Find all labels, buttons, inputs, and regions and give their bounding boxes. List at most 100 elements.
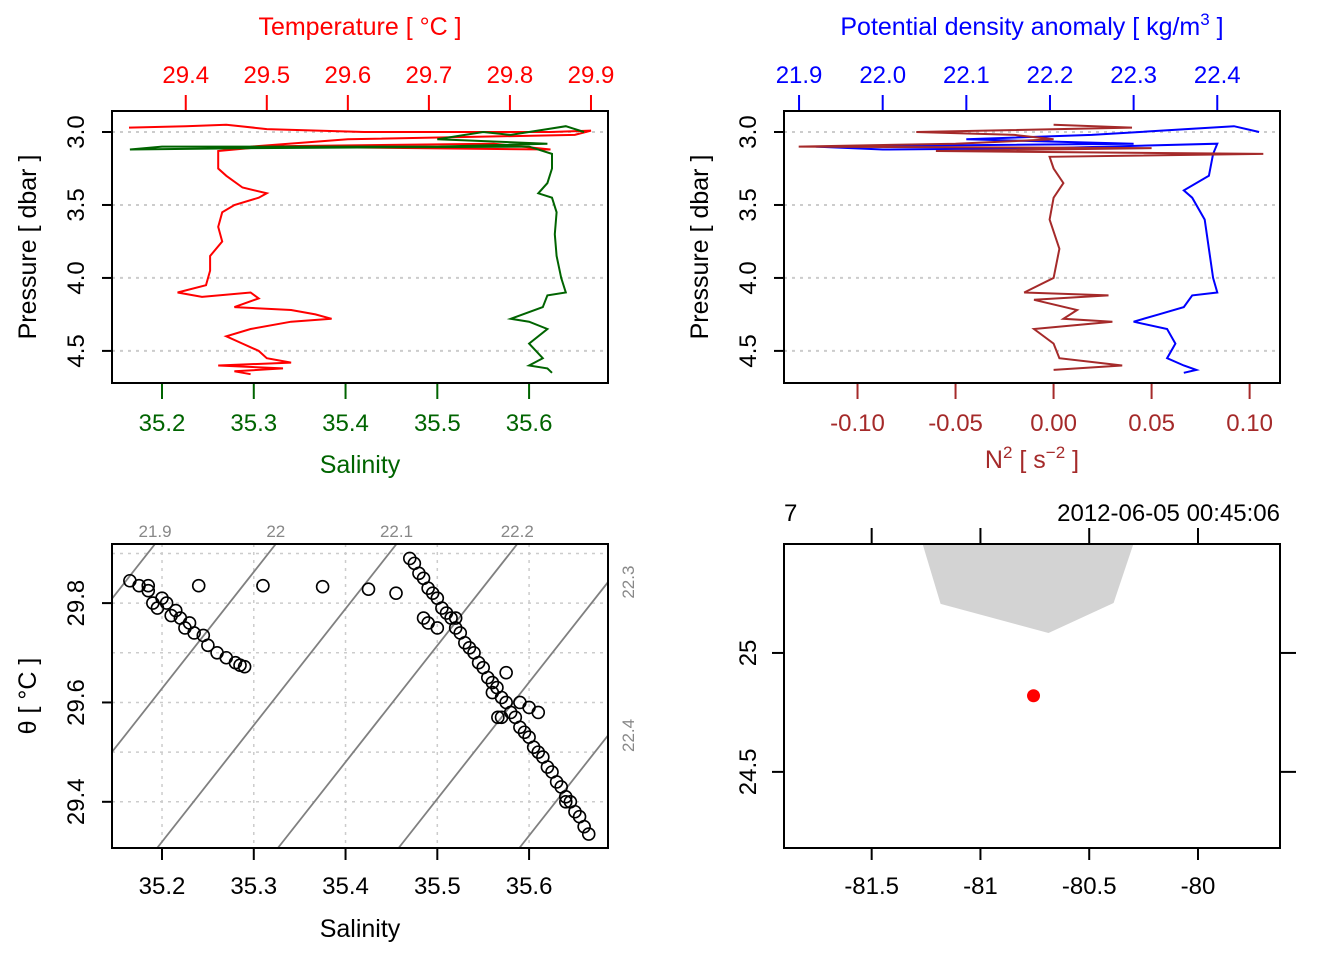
ts-point <box>361 582 376 597</box>
pressure-axis-title: Pressure [ dbar ] <box>14 155 42 340</box>
ts-point <box>499 665 513 680</box>
ts-point <box>581 827 596 841</box>
y-tick-label: 29.4 <box>63 778 90 825</box>
ts-point <box>517 725 532 740</box>
x-tick-label: 35.2 <box>139 873 186 900</box>
ts-point <box>568 804 582 819</box>
theta-axis-title: θ [ °C ] <box>14 658 42 735</box>
ts-point <box>141 578 156 593</box>
plot-frame <box>783 110 1281 384</box>
station-marker <box>1027 689 1041 703</box>
density-axis-title: Potential density anomaly [ kg/m3 ] <box>840 10 1223 41</box>
ts-point <box>558 790 573 804</box>
isopycnal-label: 22.2 <box>501 522 534 541</box>
station-label: 7 <box>784 500 797 527</box>
ts-point <box>448 621 463 635</box>
isopycnal-line <box>112 544 277 754</box>
bottom-tick-label: 0.00 <box>1030 410 1077 437</box>
pressure-axis-title-2: Pressure [ dbar ] <box>686 155 714 340</box>
bottom-tick-label: 35.2 <box>139 410 186 437</box>
y-tick-label: 3.5 <box>63 188 90 221</box>
x-tick-label: 35.4 <box>322 873 369 900</box>
plot-frame <box>111 110 609 384</box>
profile-line-potential-density-anomaly <box>815 125 1260 374</box>
top-tick-label: 29.4 <box>162 62 209 89</box>
ts-point <box>315 579 330 594</box>
ts-point <box>480 670 495 685</box>
isopycnal-label: 21.9 <box>138 522 171 541</box>
isopycnal-line <box>112 544 156 601</box>
lon-tick-label: -81 <box>963 873 998 900</box>
ts-point <box>513 720 527 735</box>
top-tick-label: 22.3 <box>1110 62 1157 89</box>
station-datetime: 2012-06-05 00:45:06 <box>1057 500 1280 527</box>
ts-point <box>485 685 500 700</box>
y-tick-label: 4.5 <box>63 334 90 367</box>
y-tick-label: 4.0 <box>735 261 762 294</box>
y-tick-label: 29.8 <box>63 580 90 627</box>
ts-point <box>577 819 591 834</box>
ts-point <box>425 586 440 600</box>
top-tick-label: 29.8 <box>487 62 534 89</box>
lat-tick-label: 25 <box>735 640 762 667</box>
ts-point <box>522 700 536 715</box>
bottom-tick-label: 35.5 <box>414 410 461 437</box>
x-tick-label: 35.5 <box>414 873 461 900</box>
ts-point <box>233 658 247 673</box>
ts-point <box>435 601 449 615</box>
lon-tick-label: -81.5 <box>844 873 899 900</box>
bottom-tick-label: 35.3 <box>230 410 277 437</box>
ts-point <box>485 675 500 690</box>
isopycnal-line <box>518 733 608 848</box>
salinity-axis-title: Salinity <box>320 451 401 479</box>
profile-panel-density-n2: 3.0 3.5 4.0 4.5 21.9 22.0 22.1 22.2 22.3 22.4 -0.1… <box>735 62 1281 437</box>
isopycnal-label: 22.3 <box>619 566 638 599</box>
ts-point <box>531 705 546 720</box>
isopycnal-label: 22.4 <box>619 719 638 752</box>
isopycnal-label: 22 <box>266 522 285 541</box>
bottom-tick-label: 35.6 <box>506 410 553 437</box>
isopycnal-line <box>156 544 398 848</box>
bottom-tick-label: 35.4 <box>322 410 369 437</box>
top-tick-label: 22.1 <box>943 62 990 89</box>
bottom-tick-label: -0.10 <box>830 410 885 437</box>
plot-frame <box>111 543 609 849</box>
top-tick-label: 29.9 <box>568 62 615 89</box>
ts-point <box>494 710 509 725</box>
ts-point <box>421 581 435 596</box>
ts-point <box>182 616 197 630</box>
ts-point <box>462 641 477 655</box>
y-tick-label: 4.5 <box>735 334 762 367</box>
x-tick-label: 35.6 <box>506 873 553 900</box>
top-tick-label: 22.4 <box>1194 62 1241 89</box>
ts-point <box>416 611 431 625</box>
lat-tick-label: 24.5 <box>735 749 762 796</box>
top-tick-label: 29.6 <box>324 62 371 89</box>
profile-line-n2 <box>798 123 1264 371</box>
y-tick-label: 29.6 <box>63 679 90 726</box>
top-tick-label: 22.2 <box>1027 62 1074 89</box>
ts-point <box>491 710 505 725</box>
ts-point <box>141 583 156 598</box>
profile-line-temperature <box>128 123 592 376</box>
top-tick-label: 21.9 <box>776 62 823 89</box>
ts-point <box>458 636 472 650</box>
profile-line-salinity <box>129 125 585 374</box>
ts-diagram-panel: 35.2 35.3 35.4 35.5 35.6 29.4 29.6 29.8 21.9 22 22… <box>63 522 638 900</box>
x-tick-label: 35.3 <box>230 873 277 900</box>
ts-point <box>531 745 546 759</box>
top-tick-label: 22.0 <box>859 62 906 89</box>
ts-point <box>513 695 527 710</box>
ts-point <box>219 650 234 665</box>
ts-point <box>168 603 183 618</box>
ts-point <box>412 566 426 581</box>
ts-point <box>159 596 174 610</box>
ts-point <box>402 551 417 566</box>
ts-point <box>471 655 486 670</box>
y-tick-label: 3.0 <box>63 115 90 148</box>
ts-point <box>256 578 270 593</box>
lon-tick-label: -80 <box>1181 873 1216 900</box>
temperature-axis-title: Temperature [ °C ] <box>258 13 461 41</box>
y-tick-label: 4.0 <box>63 261 90 294</box>
